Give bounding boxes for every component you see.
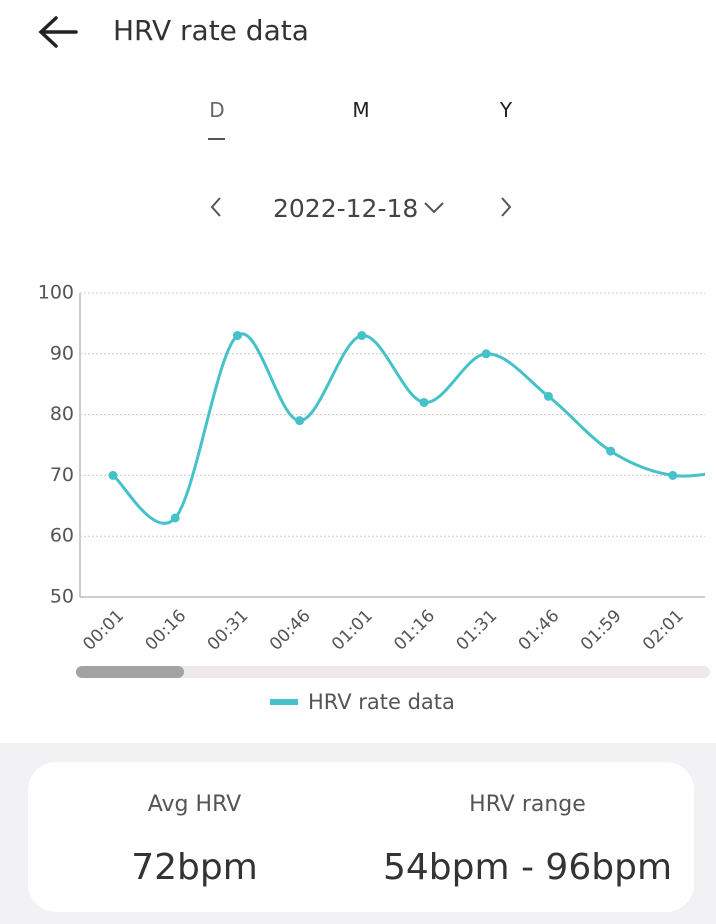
date-label[interactable]: 2022-12-18 (273, 194, 419, 223)
tab[interactable]: M (352, 98, 370, 122)
x-tick-label: 01:01 (328, 606, 377, 655)
y-tick-label: 60 (50, 525, 74, 547)
x-tick-label: 01:46 (515, 606, 564, 655)
tab[interactable]: Y (499, 98, 513, 122)
stat-label: Avg HRV (147, 792, 242, 817)
stats-card: Avg HRV 72bpm HRV range 54bpm - 96bpm (28, 762, 694, 912)
scrollbar-track[interactable] (76, 666, 710, 678)
chevron-right (501, 197, 512, 217)
data-point (543, 391, 553, 401)
data-point (481, 349, 491, 359)
back-button[interactable] (36, 14, 80, 50)
x-tick-label: 00:31 (204, 606, 253, 655)
x-tick-label: 01:59 (577, 606, 626, 655)
x-tick-label: 01:31 (452, 606, 501, 655)
data-point (668, 470, 678, 480)
stat-value: 72bpm (131, 847, 258, 888)
tab-indicator (208, 138, 225, 140)
data-point (170, 513, 180, 523)
x-tick-label: 02:01 (639, 606, 688, 655)
data-point (606, 446, 616, 456)
legend-label: HRV rate data (308, 690, 455, 714)
chevron-left (210, 197, 221, 217)
chevron-down (424, 202, 444, 214)
tab[interactable]: D (209, 98, 225, 122)
y-tick-label: 70 (50, 464, 74, 486)
y-tick-label: 80 (50, 403, 74, 425)
data-point (357, 331, 367, 341)
chart: HRV rate data 50 60 70 80 90 100 00:01 00:16 00:… (38, 282, 710, 714)
y-tick-label: 90 (50, 342, 74, 364)
next-date[interactable] (494, 194, 518, 222)
date-dropdown[interactable] (422, 198, 448, 218)
data-point (108, 470, 118, 480)
y-tick-label: 50 (50, 586, 74, 608)
line (112, 332, 705, 525)
data-point (232, 331, 242, 341)
stat-label: HRV range (469, 792, 586, 817)
prev-date[interactable] (205, 194, 229, 222)
x-tick-label: 00:01 (79, 606, 128, 655)
data-point (295, 416, 305, 426)
legend-swatch (270, 699, 298, 705)
back-arrow (38, 16, 78, 48)
stats-panel: Avg HRV 72bpm HRV range 54bpm - 96bpm (0, 743, 716, 924)
x-tick-label: 01:16 (390, 606, 439, 655)
stat-value: 54bpm - 96bpm (382, 847, 673, 888)
y-tick-label: 100 (38, 282, 74, 304)
x-tick-label: 00:16 (141, 606, 190, 655)
scrollbar-thumb[interactable] (76, 666, 184, 678)
page-title: HRV rate data (113, 14, 309, 47)
x-tick-label: 00:46 (266, 606, 315, 655)
data-point (419, 397, 429, 407)
